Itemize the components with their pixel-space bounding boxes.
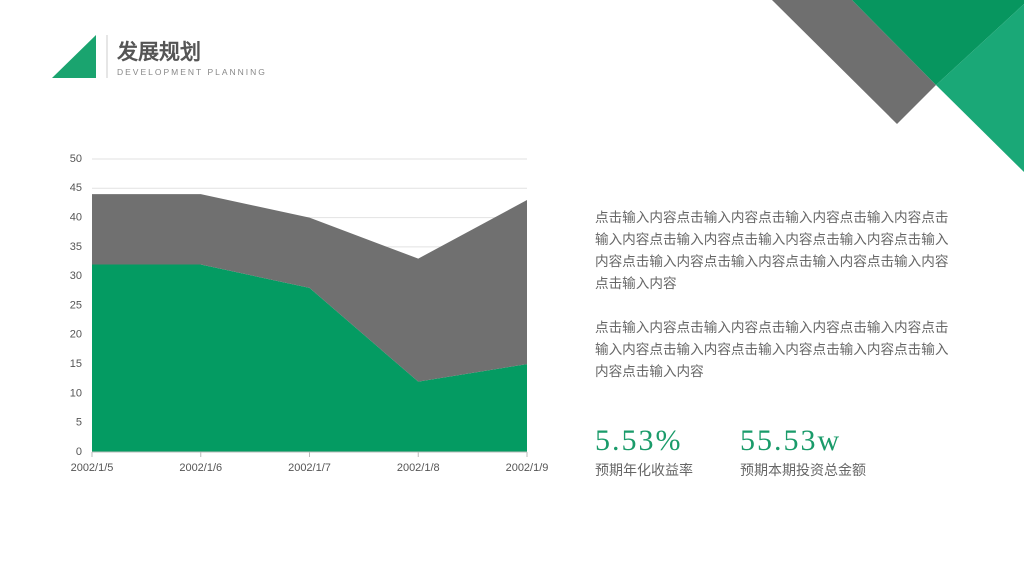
x-tick-label: 2002/1/5 — [71, 462, 114, 474]
green-triangle — [852, 0, 1024, 85]
y-tick-label: 45 — [70, 182, 82, 194]
y-tick-label: 50 — [70, 153, 82, 165]
paragraph: 点击输入内容点击输入内容点击输入内容点击输入内容点击输入内容点击输入内容点击输入… — [595, 210, 949, 292]
y-tick-label: 35 — [70, 241, 82, 253]
x-tick-label: 2002/1/9 — [506, 462, 549, 474]
x-tick-label: 2002/1/7 — [288, 462, 331, 474]
y-tick-label: 10 — [70, 387, 82, 399]
stat-value: 5.53% — [595, 424, 683, 457]
area — [92, 194, 527, 382]
stat-label: 预期本期投资总金额 — [740, 463, 866, 479]
y-tick-label: 5 — [76, 417, 82, 429]
x-tick-label: 2002/1/8 — [397, 462, 440, 474]
y-tick-label: 25 — [70, 299, 82, 311]
y-tick-label: 15 — [70, 358, 82, 370]
green-triangle-light — [936, 4, 1024, 172]
y-tick-label: 20 — [70, 329, 82, 341]
y-tick-label: 40 — [70, 212, 82, 224]
x-tick-label: 2002/1/6 — [179, 462, 222, 474]
title: 发展规划 — [117, 40, 201, 64]
area — [92, 264, 527, 452]
stat-value: 55.53w — [740, 424, 842, 457]
paragraph: 点击输入内容点击输入内容点击输入内容点击输入内容点击输入内容点击输入内容点击输入… — [595, 320, 949, 380]
stat-label: 预期年化收益率 — [595, 463, 693, 479]
y-tick-label: 30 — [70, 270, 82, 282]
gray-band — [772, 0, 936, 124]
y-tick-label: 0 — [76, 446, 82, 458]
subtitle: DEVELOPMENT PLANNING — [117, 67, 267, 77]
corner-triangle — [52, 35, 96, 78]
